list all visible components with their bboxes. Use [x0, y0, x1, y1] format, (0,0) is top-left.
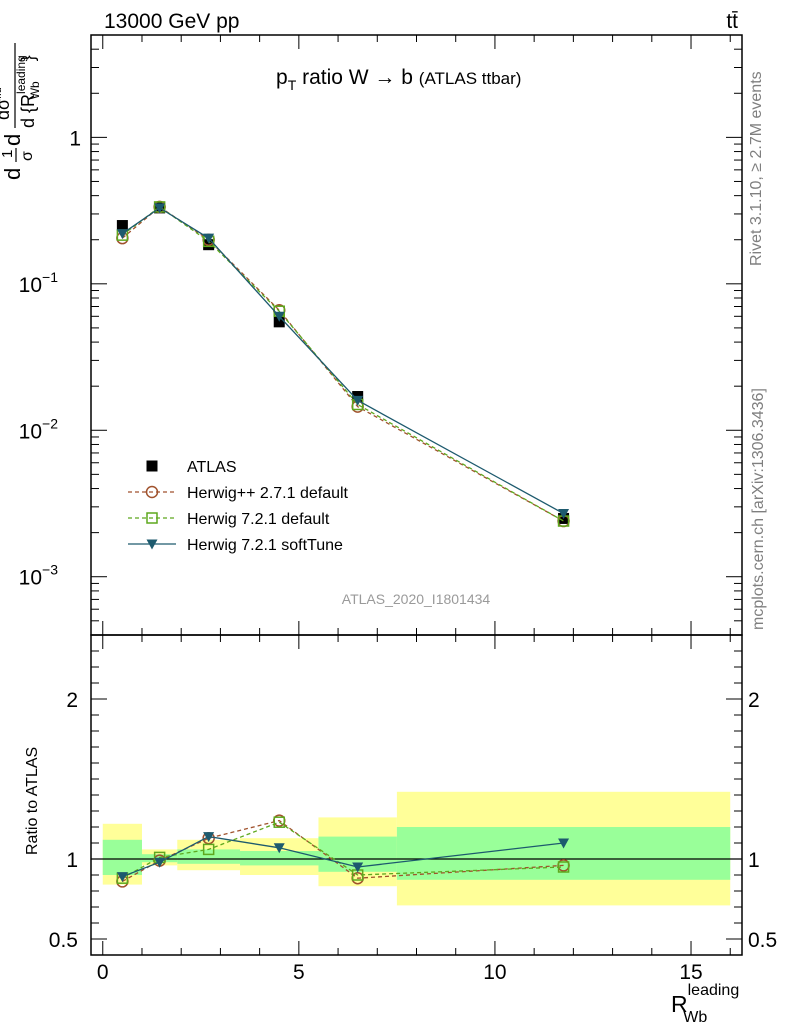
- ratio-ylabel: Ratio to ATLAS: [24, 747, 41, 855]
- legend-label: Herwig++ 2.7.1 default: [187, 485, 349, 502]
- ylabel-den-close: }: [18, 55, 38, 61]
- series-line-3: [122, 207, 564, 515]
- ratio-y-tick-label-right: 0.5: [748, 929, 777, 952]
- ylabel-d2: d: [0, 134, 25, 146]
- title-small: (ATLAS ttbar): [419, 69, 522, 88]
- axis-ticks: 0 5 10 15 1 10−1 10−2 10−3 2 2 1 1 0.5 0.5: [19, 34, 777, 984]
- ylabel-frac1-den: σ: [19, 151, 36, 161]
- title-main: p: [276, 66, 288, 89]
- data-point: [558, 838, 570, 849]
- data-point: [203, 832, 215, 843]
- legend-marker: [146, 512, 158, 524]
- y-tick-label: 10−3: [19, 562, 59, 590]
- ratio-y-tick-label: 0.5: [49, 929, 78, 952]
- data-point: [273, 311, 285, 322]
- green-band-0: [102, 839, 142, 875]
- data-point: [116, 220, 128, 232]
- data-point: [116, 229, 128, 240]
- legend-marker: [145, 485, 159, 499]
- legend: ATLAS Herwig++ 2.7.1 default Herwig 7.2.1 …: [128, 459, 349, 554]
- uncertainty-bands: [102, 791, 731, 906]
- ylabel-num-sup: fid: [0, 87, 4, 99]
- legend-marker: [146, 460, 158, 472]
- process-label: tt̄: [726, 10, 738, 33]
- x-tick-label: 5: [293, 961, 305, 984]
- title-sub: T: [288, 77, 297, 93]
- ylabel-num: dσfid: [0, 87, 13, 120]
- legend-marker: [146, 539, 158, 550]
- xlabel-sub: Wb: [683, 1009, 707, 1024]
- analysis-watermark: ATLAS_2020_I1801434: [342, 591, 491, 607]
- ylabel-den: d {RleadingWb}: [14, 55, 42, 128]
- ratio-y-tick-label: 1: [66, 849, 78, 872]
- legend-label: Herwig 7.2.1 softTune: [187, 537, 343, 554]
- data-point: [273, 843, 285, 854]
- ylabel-frac1-num: 1: [0, 150, 16, 158]
- data-point: [116, 872, 128, 883]
- main-ylabel: d 1 σ d dσfid d {RleadingWb}: [0, 43, 42, 180]
- series-line-1: [122, 821, 564, 879]
- data-point: [154, 857, 166, 868]
- data-point: [273, 316, 285, 328]
- y-tick-label: 1: [69, 127, 81, 150]
- mcplots-label: mcplots.cern.ch [arXiv:1306.3436]: [750, 388, 767, 630]
- ratio-y-tick-label: 2: [66, 689, 78, 712]
- green-band-3: [240, 851, 319, 866]
- data-point: [352, 862, 364, 873]
- series-line-2: [122, 835, 564, 878]
- legend-label: ATLAS: [187, 459, 237, 476]
- x-tick-label: 10: [483, 961, 506, 984]
- data-point: [558, 509, 570, 520]
- y-tick-label: 10−2: [19, 415, 59, 443]
- xlabel-main: R: [671, 991, 688, 1017]
- data-point: [557, 861, 570, 873]
- legend-label: Herwig 7.2.1 default: [187, 511, 330, 528]
- ylabel-den-sub: Wb: [28, 81, 42, 99]
- ylabel-den-main: d {R: [18, 94, 38, 128]
- ratio-y-tick-label-right: 1: [748, 849, 760, 872]
- series-line-1: [121, 206, 564, 522]
- rivet-label: Rivet 3.1.10, ≥ 2.7M events: [748, 71, 765, 266]
- main-series: [116, 200, 570, 528]
- green-band-2: [177, 849, 241, 864]
- data-point: [273, 816, 285, 828]
- energy-label: 13000 GeV pp: [104, 10, 239, 33]
- ylabel-d1: d: [0, 168, 25, 180]
- data-point: [202, 843, 215, 856]
- x-axis-label: Rleading Wb: [671, 982, 739, 1024]
- ratio-series: [116, 814, 570, 888]
- ylabel-num-main: dσ: [0, 99, 13, 120]
- y-tick-label: 10−1: [19, 269, 59, 297]
- title-rest: ratio W → b: [296, 66, 419, 89]
- xlabel-sup: leading: [688, 982, 740, 999]
- data-point: [352, 395, 364, 406]
- data-point: [203, 233, 215, 244]
- x-tick-label: 15: [679, 961, 702, 984]
- ylabel-den-sup: leading: [14, 55, 28, 94]
- ratio-y-tick-label-right: 2: [748, 689, 760, 712]
- plot-title: pT ratio W → b (ATLAS ttbar): [276, 66, 521, 93]
- data-point: [154, 203, 166, 214]
- x-tick-label: 0: [97, 961, 109, 984]
